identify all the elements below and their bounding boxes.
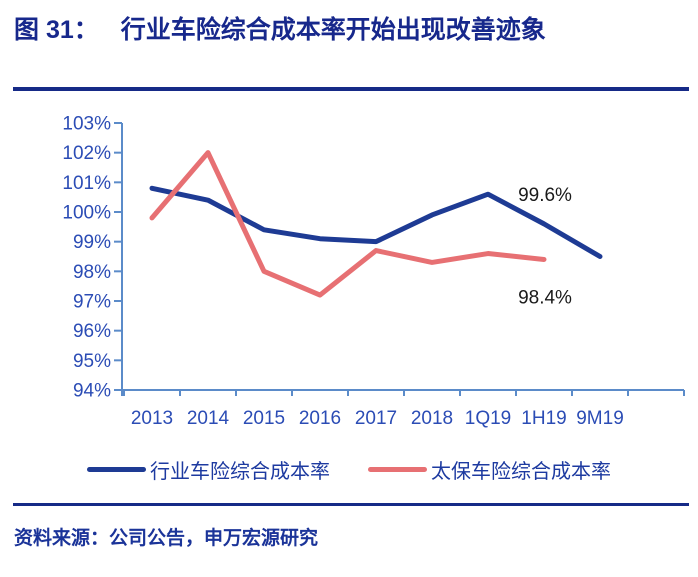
y-axis-label: 100% bbox=[62, 203, 111, 224]
figure-caption: 行业车险综合成本率开始出现改善迹象 bbox=[120, 16, 546, 44]
y-axis-label: 102% bbox=[62, 143, 111, 164]
cpic-series-label: 太保车险综合成本率 bbox=[431, 460, 611, 483]
y-axis-label: 103% bbox=[62, 114, 111, 135]
legend-item-cpic: 太保车险综合成本率 bbox=[368, 455, 611, 484]
annotation-label: 98.4% bbox=[518, 287, 572, 308]
y-axis-label: 95% bbox=[73, 351, 111, 372]
x-axis-label: 2014 bbox=[187, 408, 230, 429]
y-axis-label: 101% bbox=[62, 173, 111, 194]
industry-series-swatch bbox=[87, 466, 146, 472]
x-axis-label: 2017 bbox=[355, 408, 397, 429]
x-axis-label: 9M19 bbox=[576, 408, 624, 429]
industry-series-line bbox=[149, 185, 603, 260]
y-axis-label: 97% bbox=[73, 292, 111, 313]
chart-legend: 行业车险综合成本率 太保车险综合成本率 bbox=[0, 455, 698, 484]
figure-title: 图 31： 行业车险综合成本率开始出现改善迹象 bbox=[14, 10, 694, 46]
source-note: 资料来源：公司公告，申万宏源研究 bbox=[14, 528, 319, 549]
bottom-divider bbox=[13, 503, 689, 506]
x-axis-label: 2018 bbox=[411, 408, 453, 429]
x-axis-label: 2015 bbox=[243, 408, 285, 429]
industry-series-label: 行业车险综合成本率 bbox=[150, 460, 330, 483]
x-axis-label: 2013 bbox=[131, 408, 173, 429]
combined-ratio-line-chart: 103% 102% 101% 100% 99% 98% 97% 96% 95% 94% 2013 20… bbox=[62, 114, 685, 429]
annotation-label: 99.6% bbox=[518, 185, 572, 206]
y-axis-label: 99% bbox=[73, 232, 111, 253]
figure-number-label: 图 31： bbox=[14, 16, 99, 44]
cpic-series-line bbox=[149, 150, 547, 298]
x-axis-label: 1Q19 bbox=[465, 408, 511, 429]
y-axis-label: 94% bbox=[73, 381, 111, 402]
top-divider bbox=[13, 87, 689, 91]
y-axis-label: 98% bbox=[73, 262, 111, 283]
y-axis-label: 96% bbox=[73, 321, 111, 342]
legend-item-industry: 行业车险综合成本率 bbox=[87, 455, 330, 484]
cpic-series-swatch bbox=[368, 466, 427, 472]
x-axis-label: 1H19 bbox=[521, 408, 566, 429]
x-axis-label: 2016 bbox=[299, 408, 341, 429]
